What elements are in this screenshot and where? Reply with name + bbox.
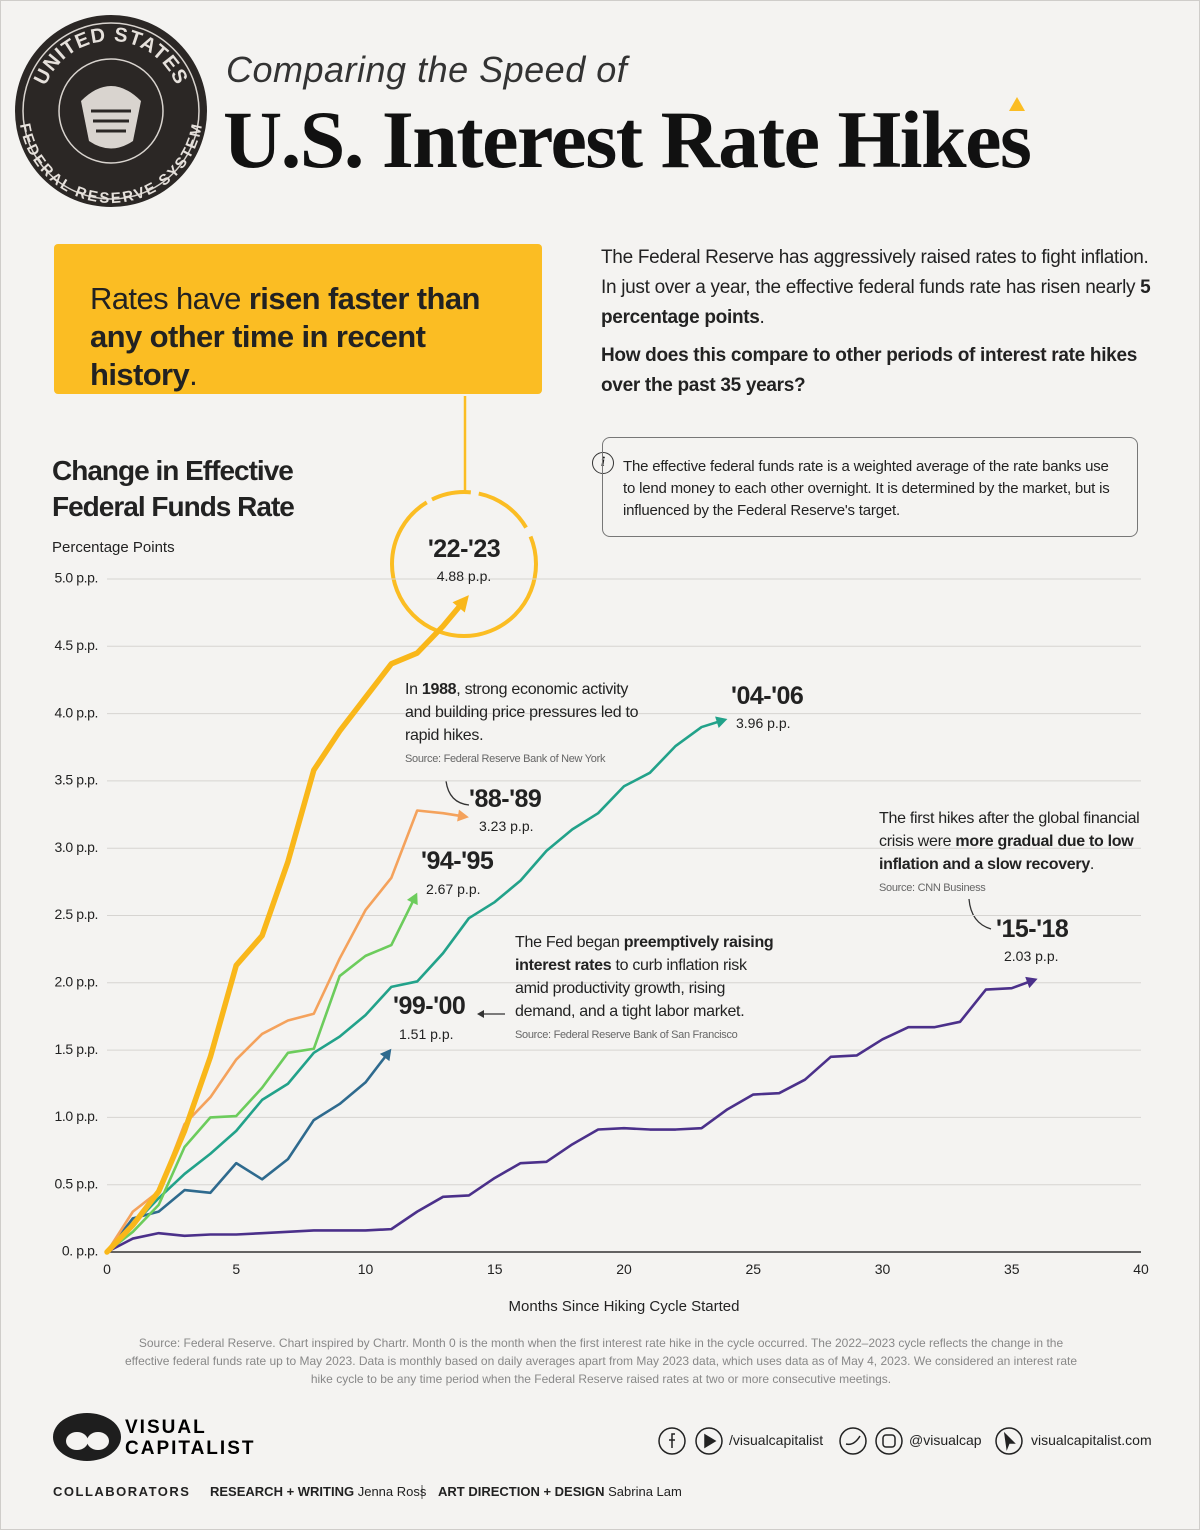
callout-text: . xyxy=(189,357,198,392)
intro-text: . xyxy=(759,307,765,328)
series-line xyxy=(105,1053,388,1254)
arrowhead xyxy=(406,892,418,906)
value-label: 3.96 p.p. xyxy=(736,715,791,731)
title-accent xyxy=(1009,97,1025,111)
y-tick-label: 4.0 p.p. xyxy=(54,704,98,720)
annotation: The Fed began preemptively raising inter… xyxy=(515,931,775,1045)
arrowhead xyxy=(452,595,469,613)
fed-seal: UNITED STATES FEDERAL RESERVE SYSTEM xyxy=(15,15,207,208)
y-tick-label: 4.5 p.p. xyxy=(54,637,98,653)
highlight-circle xyxy=(390,490,538,638)
series-line xyxy=(105,980,1032,1254)
callout-emphasis: risen faster than any other time in rece… xyxy=(90,281,480,392)
intro-text: The Federal Reserve has aggressively rai… xyxy=(601,247,1149,298)
annotation-text: The first hikes after the global financi… xyxy=(879,810,1140,850)
pointer xyxy=(445,780,470,806)
info-box: The effective federal funds rate is a we… xyxy=(602,437,1138,537)
arrowhead xyxy=(379,1048,392,1062)
annotation-emphasis: preemptively raising interest rates xyxy=(515,934,774,974)
annotation: In 1988, strong economic activity and bu… xyxy=(405,678,645,769)
intro-emphasis: 5 percentage points xyxy=(601,277,1151,328)
annotation-emphasis: more gradual due to low inflation and a … xyxy=(879,833,1134,873)
series-label: '94-'95 xyxy=(421,847,494,875)
footer-logo: VISUAL CAPITALIST xyxy=(53,1413,255,1461)
pointer xyxy=(968,898,992,930)
value-label: 1.51 p.p. xyxy=(399,1026,454,1042)
social-icons xyxy=(658,1427,1023,1455)
arrowhead xyxy=(457,809,469,822)
value-label: 4.88 p.p. xyxy=(437,568,492,584)
series-line xyxy=(105,719,722,1254)
value-label: 2.03 p.p. xyxy=(1004,948,1059,964)
intro: The Federal Reserve has aggressively rai… xyxy=(601,243,1161,409)
x-tick-label: 35 xyxy=(1004,1261,1020,1277)
y-tick-label: 1.5 p.p. xyxy=(54,1041,98,1057)
annotation-text: The Fed began xyxy=(515,934,624,951)
x-tick-label: 25 xyxy=(745,1261,761,1277)
y-tick-label: 1.0 p.p. xyxy=(54,1108,98,1124)
series-label: '04-'06 xyxy=(731,682,803,710)
x-axis-title: Months Since Hiking Cycle Started xyxy=(508,1298,740,1315)
x-tick-label: 0 xyxy=(103,1261,111,1277)
y-axis-title: Percentage Points xyxy=(52,539,175,556)
credit: ART DIRECTION + DESIGN Sabrina Lam xyxy=(438,1484,682,1499)
social-handle: @visualcap xyxy=(909,1432,982,1448)
x-tick-label: 40 xyxy=(1133,1261,1149,1277)
logo-text: CAPITALIST xyxy=(125,1438,255,1459)
series-label: '88-'89 xyxy=(469,785,541,813)
series-label: '99-'00 xyxy=(393,992,465,1020)
value-label: 3.23 p.p. xyxy=(479,818,534,834)
credit-name: Jenna Ross xyxy=(357,1484,427,1499)
y-tick-label: 3.0 p.p. xyxy=(54,839,98,855)
source-note: Source: Federal Reserve. Chart inspired … xyxy=(124,1336,1078,1386)
y-tick-label: 0. p.p. xyxy=(62,1243,98,1259)
y-tick-label: 5.0 p.p. xyxy=(54,570,98,586)
y-tick-label: 2.5 p.p. xyxy=(54,906,98,922)
callout-text: Rates have xyxy=(90,281,249,316)
y-tick-label: 3.5 p.p. xyxy=(54,772,98,788)
series-line xyxy=(104,600,465,1255)
y-tick-label: 2.0 p.p. xyxy=(54,974,98,990)
chart-title: Change in Effective Federal Funds Rate xyxy=(52,455,295,522)
credit: RESEARCH + WRITING Jenna Ross xyxy=(210,1484,426,1499)
credit-role: RESEARCH + WRITING xyxy=(210,1484,355,1499)
annotation-source: Source: CNN Business xyxy=(879,882,986,894)
annotation-source: Source: Federal Reserve Bank of San Fran… xyxy=(515,1029,738,1041)
social-handle: visualcapitalist.com xyxy=(1031,1432,1152,1448)
series-label: '22-'23 xyxy=(428,535,500,563)
subtitle: Comparing the Speed of xyxy=(226,49,628,90)
x-tick-label: 5 xyxy=(232,1261,240,1277)
arrowhead xyxy=(715,716,728,728)
title: U.S. Interest Rate Hikes xyxy=(223,94,1032,185)
annotation-text: , strong economic activity and building … xyxy=(405,681,639,744)
credit-name: Sabrina Lam xyxy=(608,1484,682,1499)
intro-question: How does this compare to other periods o… xyxy=(601,345,1137,396)
annotation-source: Source: Federal Reserve Bank of New York xyxy=(405,753,606,765)
pointer xyxy=(477,1010,484,1018)
callout: Rates have risen faster than any other t… xyxy=(54,244,542,394)
series-line xyxy=(105,898,416,1254)
annotation-text: to curb inflation risk amid productivity… xyxy=(515,957,747,1020)
annotation: The first hikes after the global financi… xyxy=(879,807,1149,898)
annotation-text: In xyxy=(405,681,422,698)
annotation-emphasis: 1988 xyxy=(421,681,457,698)
annotation-text: . xyxy=(1089,856,1095,873)
y-tick-label: 0.5 p.p. xyxy=(54,1175,98,1191)
collaborators-label: COLLABORATORS xyxy=(53,1484,191,1499)
x-tick-label: 30 xyxy=(875,1261,891,1277)
logo-text: VISUAL xyxy=(125,1417,207,1438)
value-label: 2.67 p.p. xyxy=(426,881,481,897)
x-tick-label: 20 xyxy=(616,1261,632,1277)
social-handle: /visualcapitalist xyxy=(729,1432,824,1448)
credit-role: ART DIRECTION + DESIGN xyxy=(438,1484,605,1499)
x-tick-label: 10 xyxy=(358,1261,374,1277)
arrowhead xyxy=(1025,976,1038,989)
x-tick-label: 15 xyxy=(487,1261,503,1277)
series-label: '15-'18 xyxy=(996,915,1069,943)
